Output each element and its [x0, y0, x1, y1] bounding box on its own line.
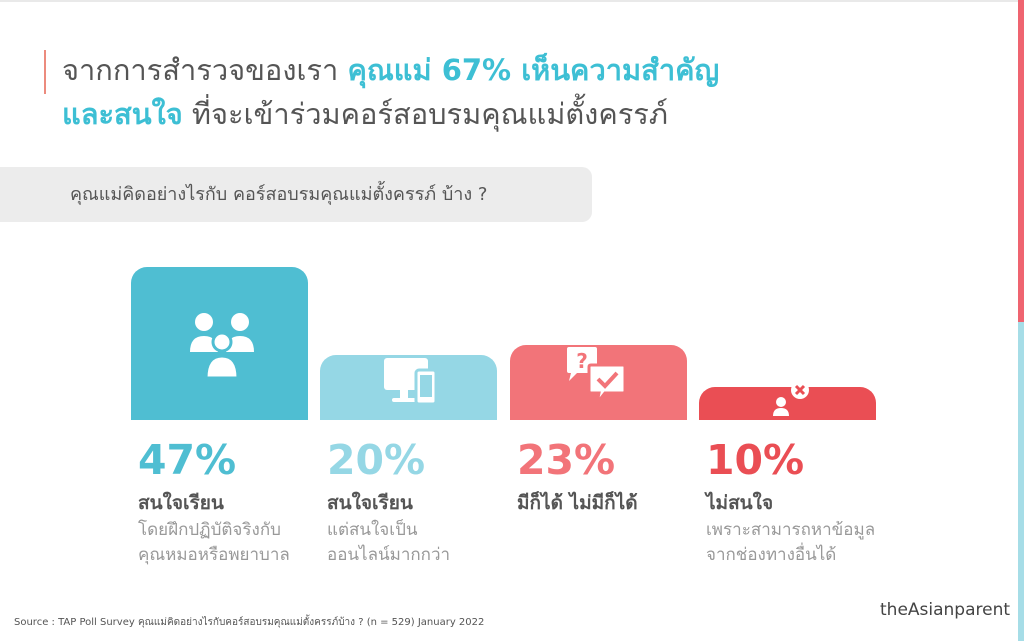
- brand-logo-text: theAsianparent: [880, 600, 1011, 620]
- devices-icon: [382, 356, 438, 412]
- data-label: 47%: [138, 436, 237, 484]
- svg-text:?: ?: [576, 349, 588, 373]
- title-part2: ที่จะเข้าร่วมคอร์สอบรมคุณแม่ตั้งครรภ์: [182, 97, 669, 131]
- category-label: ไม่สนใจ: [706, 492, 774, 514]
- category-sublabel: จากช่องทางอื่นได้: [706, 545, 837, 565]
- category-label: สนใจเรียน: [138, 492, 224, 514]
- category-sublabel: เพราะสามารถหาข้อมูล: [706, 520, 876, 540]
- category-sublabel: คุณหมอหรือพยาบาล: [138, 545, 290, 565]
- data-label: 20%: [327, 436, 426, 484]
- title-accent-line: [44, 50, 46, 94]
- data-label: 23%: [517, 436, 616, 484]
- top-divider: [0, 0, 1024, 2]
- question-box: [0, 167, 592, 222]
- person-cross-icon: [772, 380, 812, 420]
- side-accent-bar: [1018, 0, 1024, 641]
- data-label: 10%: [706, 436, 805, 484]
- source-note: Source : TAP Poll Survey คุณแม่คิดอย่างไ…: [14, 617, 485, 628]
- side-accent-red: [1018, 0, 1024, 322]
- title-part1: จากการสำรวจของเรา: [62, 53, 348, 87]
- title-highlight1: คุณแม่ 67% เห็นความสำคัญ: [347, 53, 720, 87]
- side-accent-blue: [1018, 322, 1024, 641]
- category-label: สนใจเรียน: [327, 492, 413, 514]
- page-title: จากการสำรวจของเรา คุณแม่ 67% เห็นความสำค…: [62, 48, 962, 136]
- question-check-icon: ?: [565, 345, 627, 409]
- category-sublabel: ออนไลน์มากกว่า: [327, 545, 451, 565]
- question-text: คุณแม่คิดอย่างไรกับ คอร์สอบรมคุณแม่ตั้งค…: [70, 184, 488, 205]
- category-sublabel: โดยฝึกปฏิบัติจริงกับ: [138, 520, 281, 540]
- family-icon: [186, 308, 258, 384]
- title-highlight2: และสนใจ: [62, 97, 183, 131]
- category-sublabel: แต่สนใจเป็น: [327, 520, 418, 540]
- category-label: มีก็ได้ ไม่มีก็ได้: [517, 492, 638, 514]
